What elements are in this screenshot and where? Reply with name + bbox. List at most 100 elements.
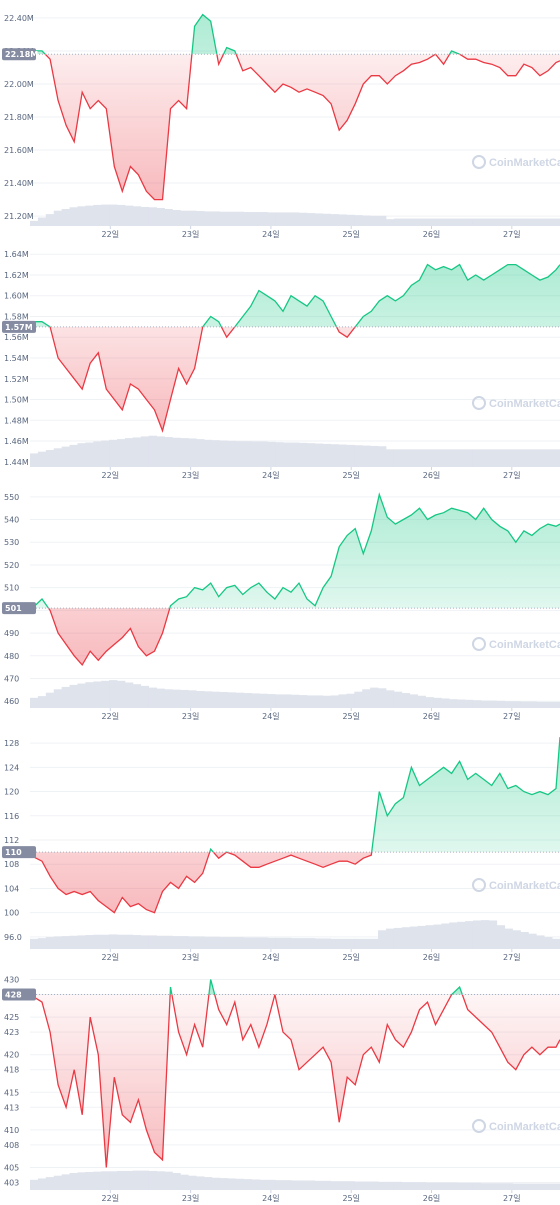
coinmarketcap-logo: CoinMarketCap — [472, 1119, 560, 1133]
current-value-label: 1.57M — [5, 323, 33, 332]
volume-bar — [552, 218, 560, 226]
volume-bar — [354, 445, 363, 467]
volume-bar — [417, 695, 426, 708]
volume-bar — [552, 1183, 560, 1190]
y-tick-label: 510 — [4, 584, 19, 593]
volume-bar — [101, 204, 110, 226]
volume-bar — [53, 210, 63, 226]
volume-bar — [291, 1180, 300, 1190]
area-above-baseline — [30, 737, 560, 853]
volume-bar — [101, 1171, 110, 1190]
volume-bar — [354, 215, 363, 226]
area-below-baseline — [30, 608, 560, 665]
volume-bar — [362, 938, 371, 949]
volume-bar — [140, 436, 150, 467]
volume-bar — [267, 1179, 276, 1190]
x-tick-label: 23일 — [182, 230, 200, 239]
volume-bar — [61, 209, 70, 226]
coinmarketcap-icon — [472, 155, 486, 169]
volume-bar — [93, 934, 102, 949]
volume-bar — [211, 440, 221, 467]
volume-bar — [77, 935, 86, 949]
volume-bar — [124, 1170, 134, 1190]
volume-bar — [30, 453, 39, 467]
y-tick-label: 430 — [4, 976, 19, 985]
x-tick-label: 26일 — [423, 712, 441, 721]
y-tick-label: 96.0 — [4, 933, 22, 942]
volume-bar — [109, 934, 118, 949]
volume-bar — [164, 1171, 173, 1190]
volume-bar — [298, 1180, 308, 1190]
volume-bar — [132, 684, 142, 708]
watermark-text: CoinMarketCap — [489, 157, 560, 169]
volume-bar — [322, 213, 331, 226]
y-tick-label: 520 — [4, 561, 19, 570]
volume-bar — [235, 211, 244, 226]
volume-bar — [362, 1181, 371, 1190]
current-value-badge — [2, 602, 36, 615]
volume-bar — [69, 684, 78, 708]
current-value-label: 501 — [5, 604, 22, 613]
volume-bar — [306, 695, 316, 708]
volume-bar — [227, 692, 237, 708]
volume-bar — [449, 699, 458, 708]
volume-bar — [457, 699, 466, 708]
volume-bar — [77, 443, 86, 467]
volume-bar — [164, 209, 173, 226]
volume-bar — [322, 1180, 331, 1190]
volume-bar — [275, 937, 284, 949]
volume-bar — [275, 694, 284, 708]
volume-bar — [314, 443, 324, 467]
volume-bar — [45, 450, 55, 467]
volume-bar — [472, 700, 482, 708]
volume-bar — [148, 1170, 157, 1190]
volume-bar — [291, 212, 300, 226]
volume-bar — [180, 936, 189, 949]
volume-bar — [251, 441, 260, 467]
volume-bar — [180, 438, 189, 467]
area-below-baseline — [45, 54, 560, 200]
volume-bar — [188, 690, 197, 708]
volume-bar — [45, 1177, 55, 1190]
volume-bar — [417, 218, 426, 226]
volume-bar — [544, 218, 553, 226]
volume-bar — [251, 693, 260, 708]
volume-bar — [544, 1183, 553, 1190]
volume-bar — [124, 934, 134, 949]
volume-bar — [227, 211, 237, 226]
x-tick-label: 25일 — [342, 471, 360, 480]
volume-bar — [109, 204, 118, 226]
volume-bar — [480, 1183, 490, 1190]
coinmarketcap-logo: CoinMarketCap — [472, 155, 560, 169]
volume-bar — [472, 920, 482, 949]
volume-bar — [45, 937, 55, 949]
volume-bar — [441, 698, 450, 708]
y-tick-label: 1.60M — [4, 292, 29, 301]
volume-bar — [465, 699, 474, 708]
volume-bar — [61, 936, 70, 949]
volume-bar — [409, 218, 419, 226]
volume-bar — [117, 934, 126, 949]
volume-bar — [140, 685, 150, 708]
current-value-label: 428 — [5, 991, 22, 1000]
volume-bar — [488, 218, 498, 226]
coinmarketcap-icon — [472, 637, 486, 651]
y-tick-label: 408 — [4, 1141, 19, 1150]
volume-bar — [425, 1182, 434, 1190]
volume-bar — [53, 689, 63, 708]
volume-bar — [235, 441, 244, 467]
watermark-text: CoinMarketCap — [489, 639, 560, 651]
volume-bar — [433, 218, 442, 226]
volume-bar — [61, 1174, 70, 1190]
x-tick-label: 24일 — [262, 953, 280, 962]
volume-bar — [401, 218, 411, 226]
volume-bar — [480, 920, 490, 949]
volume-bar — [354, 1181, 363, 1190]
y-tick-label: 1.48M — [4, 416, 29, 425]
volume-bar — [77, 683, 86, 708]
volume-bar — [457, 921, 466, 949]
x-tick-label: 25일 — [342, 953, 360, 962]
volume-bar — [417, 449, 426, 467]
volume-bar — [148, 687, 157, 708]
